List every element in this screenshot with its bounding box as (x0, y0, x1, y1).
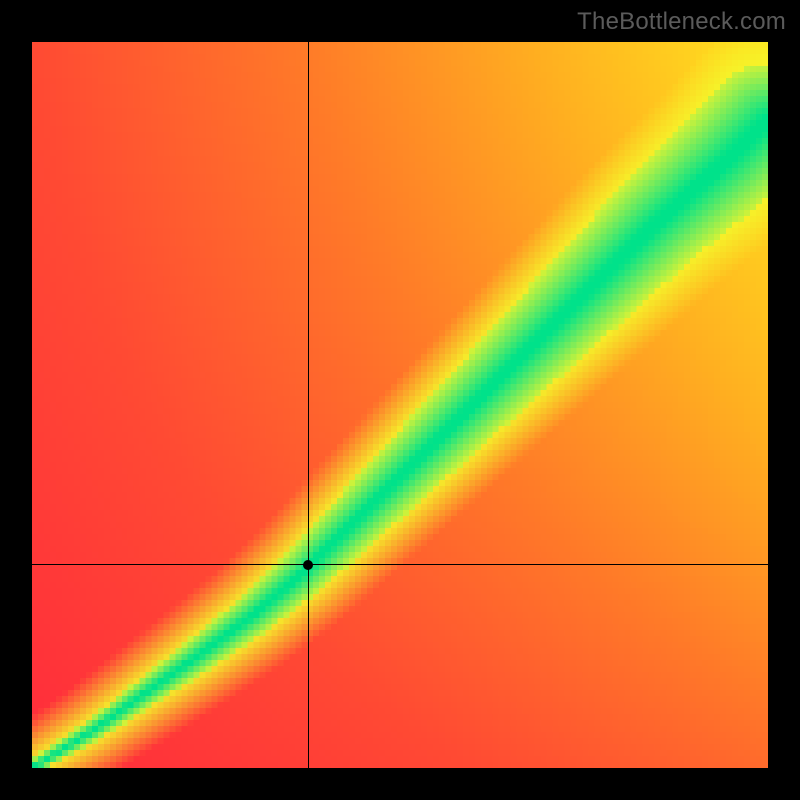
chart-container: TheBottleneck.com (0, 0, 800, 800)
crosshair-vertical (308, 42, 309, 768)
marker-dot (303, 560, 313, 570)
crosshair-horizontal (32, 564, 768, 565)
plot-area (32, 42, 768, 768)
watermark-text: TheBottleneck.com (577, 8, 786, 36)
heatmap-canvas (32, 42, 768, 768)
